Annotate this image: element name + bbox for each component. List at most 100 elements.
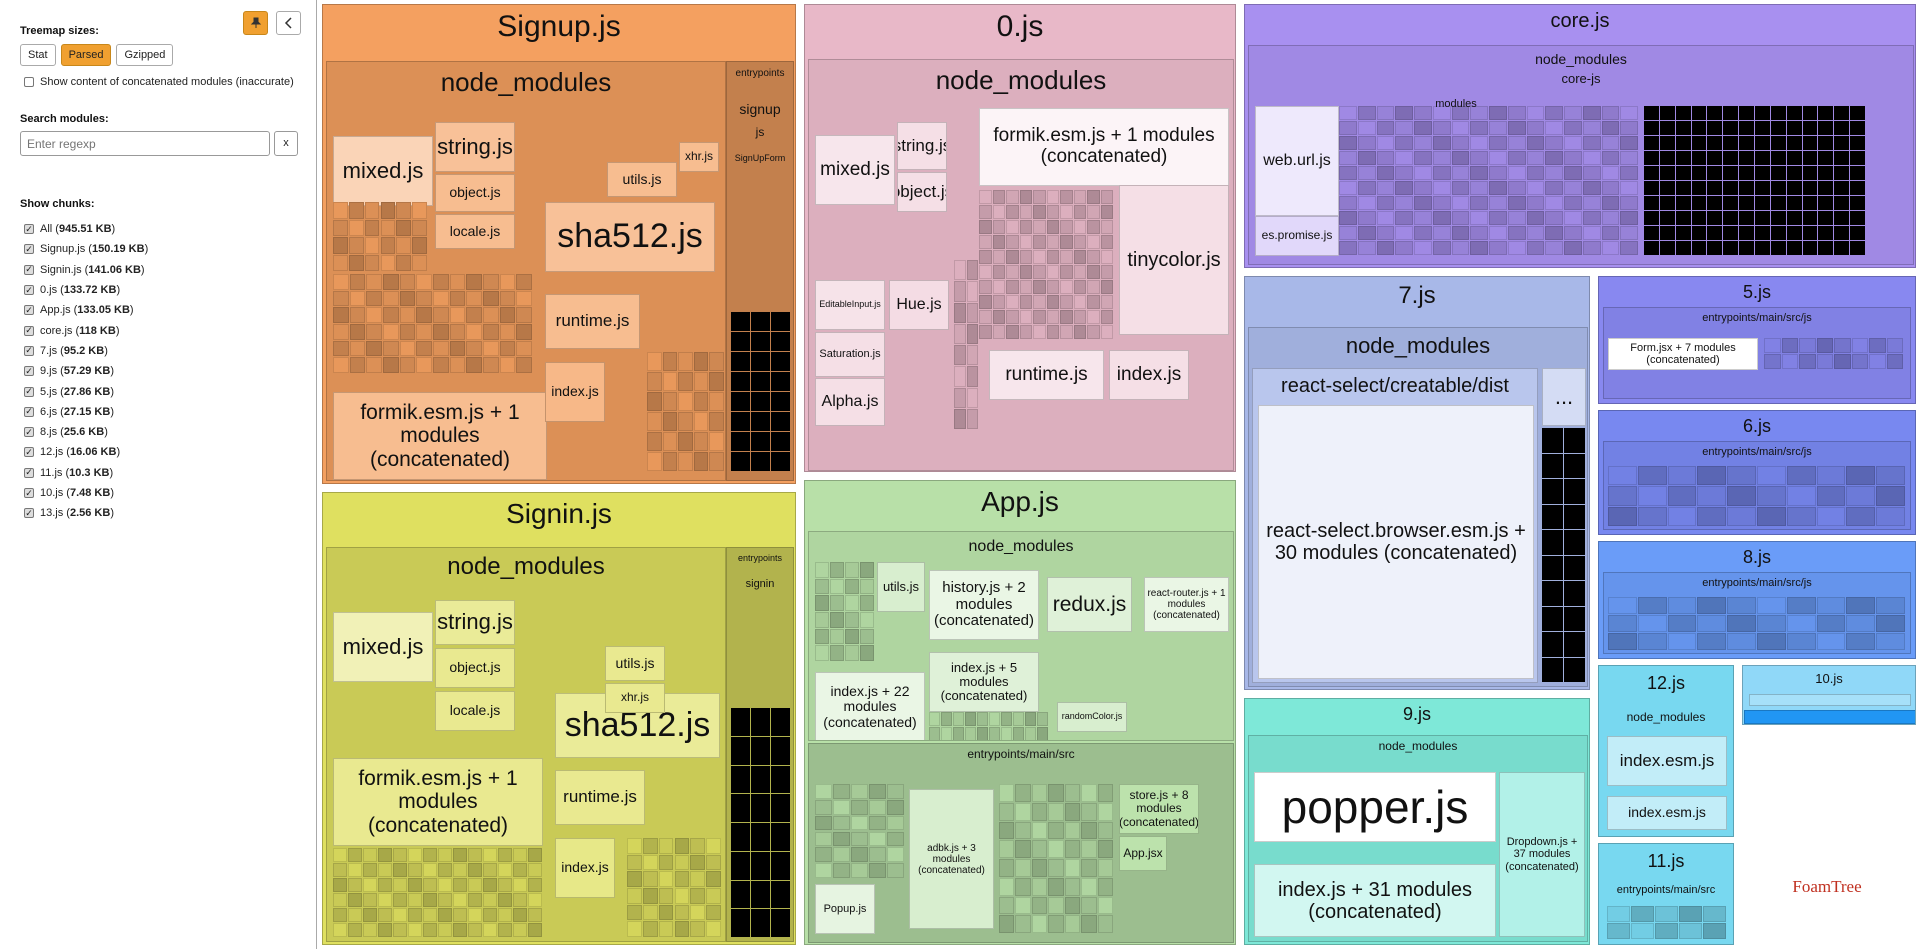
stat-button[interactable]: Stat	[20, 44, 56, 66]
search-clear-button[interactable]: x	[274, 131, 298, 156]
pin-button[interactable]	[243, 11, 268, 35]
module-mosaic[interactable]	[954, 260, 979, 430]
module-locale[interactable]: locale.js	[435, 691, 515, 731]
chunk-checkbox[interactable]: ✓	[24, 325, 34, 336]
chunk-9[interactable]: 9.js node_modules popper.js Dropdown.js + 3…	[1244, 698, 1590, 945]
module-mosaic[interactable]	[731, 708, 791, 938]
module-formik[interactable]: formik.esm.js + 1 modules (concatenated)	[979, 108, 1229, 186]
module-alpha[interactable]: Alpha.js	[815, 378, 885, 426]
module-mosaic[interactable]	[627, 838, 722, 938]
node-modules-group[interactable]: node_modules mixed.js string.js object.js lo…	[326, 547, 726, 942]
chunk-checkbox[interactable]: ✓	[24, 487, 34, 498]
chunk-item[interactable]: ✓ 5.js (27.86 KB)	[24, 381, 148, 401]
module-mosaic[interactable]	[1607, 906, 1727, 940]
chunk-checkbox[interactable]: ✓	[24, 446, 34, 458]
chunk-item[interactable]: ✓ Signup.js (150.19 KB)	[24, 239, 148, 259]
module-locale[interactable]: locale.js	[435, 214, 515, 249]
module-mosaic[interactable]	[815, 784, 905, 879]
module-popper[interactable]: popper.js	[1254, 772, 1496, 842]
chunk-item[interactable]: ✓ core.js (118 KB)	[24, 320, 148, 340]
module-date-fns[interactable]: index.js + 31 modules (concatenated)	[1254, 864, 1496, 937]
chunk-8[interactable]: 8.js entrypoints/main/src/js	[1598, 541, 1916, 659]
chunk-5[interactable]: 5.js entrypoints/main/src/js Form.jsx + 7 …	[1598, 276, 1916, 404]
chunk-checkbox[interactable]: ✓	[24, 345, 34, 356]
module-more[interactable]: ...	[1542, 368, 1586, 426]
chunk-6[interactable]: 6.js entrypoints/main/src/js	[1598, 410, 1916, 535]
chunk-checkbox[interactable]: ✓	[24, 284, 34, 296]
module-mosaic[interactable]	[333, 848, 543, 938]
chunk-item[interactable]: ✓ All (945.51 KB)	[24, 219, 148, 239]
chunk-item[interactable]: ✓ 12.js (16.06 KB)	[24, 442, 148, 462]
module-form[interactable]: Form.jsx + 7 modules (concatenated)	[1608, 338, 1758, 370]
entrypoints-group[interactable]: entrypoints signup js SignUpForm	[726, 61, 794, 481]
module-object[interactable]: object.js	[897, 172, 947, 212]
module-auto-sizer[interactable]: index.esm.js	[1607, 796, 1727, 830]
chunk-checkbox[interactable]: ✓	[24, 264, 34, 275]
module-object[interactable]: object.js	[435, 648, 515, 688]
module-mosaic[interactable]	[929, 712, 1049, 740]
node-modules-group[interactable]: node_modules mixed.js string.js object.js lo…	[326, 61, 726, 481]
module-more[interactable]	[1749, 694, 1911, 706]
module-connected-router[interactable]: index.js + 5 modules (concatenated)	[929, 652, 1039, 712]
chunk-10[interactable]: 10.js	[1742, 665, 1916, 725]
module-formik[interactable]: formik.esm.js + 1 modules (concatenated)	[333, 392, 547, 480]
chunk-item[interactable]: ✓ 11.js (10.3 KB)	[24, 463, 148, 483]
module-mixed[interactable]: mixed.js	[333, 612, 433, 682]
module-utils[interactable]: utils.js	[877, 562, 925, 612]
concat-option[interactable]: Show content of concatenated modules (in…	[24, 76, 294, 88]
module-react-redux[interactable]: index.js + 22 modules (concatenated)	[815, 672, 925, 740]
module-randomcolor[interactable]: randomColor.js	[1057, 702, 1127, 732]
entrypoints-group[interactable]: entrypoints/main/src/js Form.jsx + 7 modu…	[1603, 307, 1911, 399]
node-modules-group[interactable]: node_modules core-js web.url.js es.promise.…	[1248, 45, 1914, 265]
gzipped-button[interactable]: Gzipped	[116, 44, 174, 66]
chunk-checkbox[interactable]: ✓	[24, 223, 34, 235]
chunk-checkbox[interactable]: ✓	[24, 365, 34, 377]
module-app[interactable]: App.jsx	[1119, 836, 1167, 871]
module-mosaic[interactable]	[1608, 466, 1906, 527]
collapse-sidebar-button[interactable]	[276, 11, 301, 35]
module-react-window[interactable]: index.esm.js	[1607, 736, 1727, 786]
chunk-item[interactable]: ✓ 7.js (95.2 KB)	[24, 341, 148, 361]
module-mixed[interactable]: mixed.js	[333, 136, 433, 206]
chunk-11[interactable]: 11.js entrypoints/main/src	[1598, 843, 1734, 945]
module-runtime[interactable]: runtime.js	[989, 350, 1104, 400]
module-mosaic[interactable]	[979, 190, 1114, 340]
module-es-promise[interactable]: es.promise.js	[1255, 216, 1339, 256]
module-mosaic[interactable]	[1608, 597, 1906, 651]
parsed-button[interactable]: Parsed	[60, 44, 112, 66]
module-utils[interactable]: utils.js	[605, 646, 665, 681]
module-runtime[interactable]: runtime.js	[555, 770, 645, 825]
chunk-item[interactable]: ✓ Signin.js (141.06 KB)	[24, 260, 148, 280]
module-hue[interactable]: Hue.js	[889, 280, 949, 330]
module-xhr[interactable]: xhr.js	[679, 142, 719, 172]
chunk-checkbox[interactable]: ✓	[24, 467, 34, 478]
module-object[interactable]: object.js	[435, 174, 515, 212]
module-sha512[interactable]: sha512.js	[545, 202, 715, 272]
module-mosaic[interactable]	[815, 562, 875, 662]
module-dropdown[interactable]: Dropdown.js + 37 modules (concatenated)	[1499, 772, 1585, 937]
module-saturation[interactable]: Saturation.js	[815, 332, 885, 377]
entrypoints-group[interactable]: entrypoints signin	[726, 547, 794, 942]
module-store[interactable]: store.js + 8 modules (concatenated)	[1119, 784, 1199, 834]
module-utils[interactable]: utils.js	[607, 162, 677, 197]
chunk-app[interactable]: App.js node_modules history.js + 2 modules…	[804, 480, 1236, 945]
entrypoints-group[interactable]: entrypoints/main/src/js	[1603, 441, 1911, 530]
module-string[interactable]: string.js	[435, 122, 515, 172]
chunk-checkbox[interactable]: ✓	[24, 386, 34, 397]
module-react-router[interactable]: react-router.js + 1 modules (concatenate…	[1144, 577, 1229, 632]
chunk-item[interactable]: ✓ 8.js (25.6 KB)	[24, 422, 148, 442]
entrypoints-group[interactable]: entrypoints/main/src adbk.js + 3 modules …	[808, 743, 1234, 943]
chunk-item[interactable]: ✓ 13.js (2.56 KB)	[24, 503, 148, 523]
module-redux[interactable]: redux.js	[1047, 577, 1132, 632]
chunk-12[interactable]: 12.js node_modules index.esm.js index.esm.j…	[1598, 665, 1734, 837]
chunk-signin[interactable]: Signin.js node_modules mixed.js string.js ob…	[322, 492, 796, 945]
chunk-item[interactable]: ✓ 10.js (7.48 KB)	[24, 483, 148, 503]
module-mixed[interactable]: mixed.js	[815, 135, 895, 205]
chunk-checkbox[interactable]: ✓	[24, 304, 34, 316]
chunk-checkbox[interactable]: ✓	[24, 243, 34, 255]
module-bar[interactable]	[1744, 710, 1915, 724]
node-modules-group[interactable]: node_modules history.js + 2 modules (conc…	[808, 531, 1234, 741]
node-modules-group[interactable]: node_modules popper.js Dropdown.js + 37 mo…	[1248, 735, 1588, 942]
treemap[interactable]: Signup.js node_modules mixed.js string.js ob…	[318, 0, 1920, 949]
module-xhr[interactable]: xhr.js	[605, 683, 665, 713]
